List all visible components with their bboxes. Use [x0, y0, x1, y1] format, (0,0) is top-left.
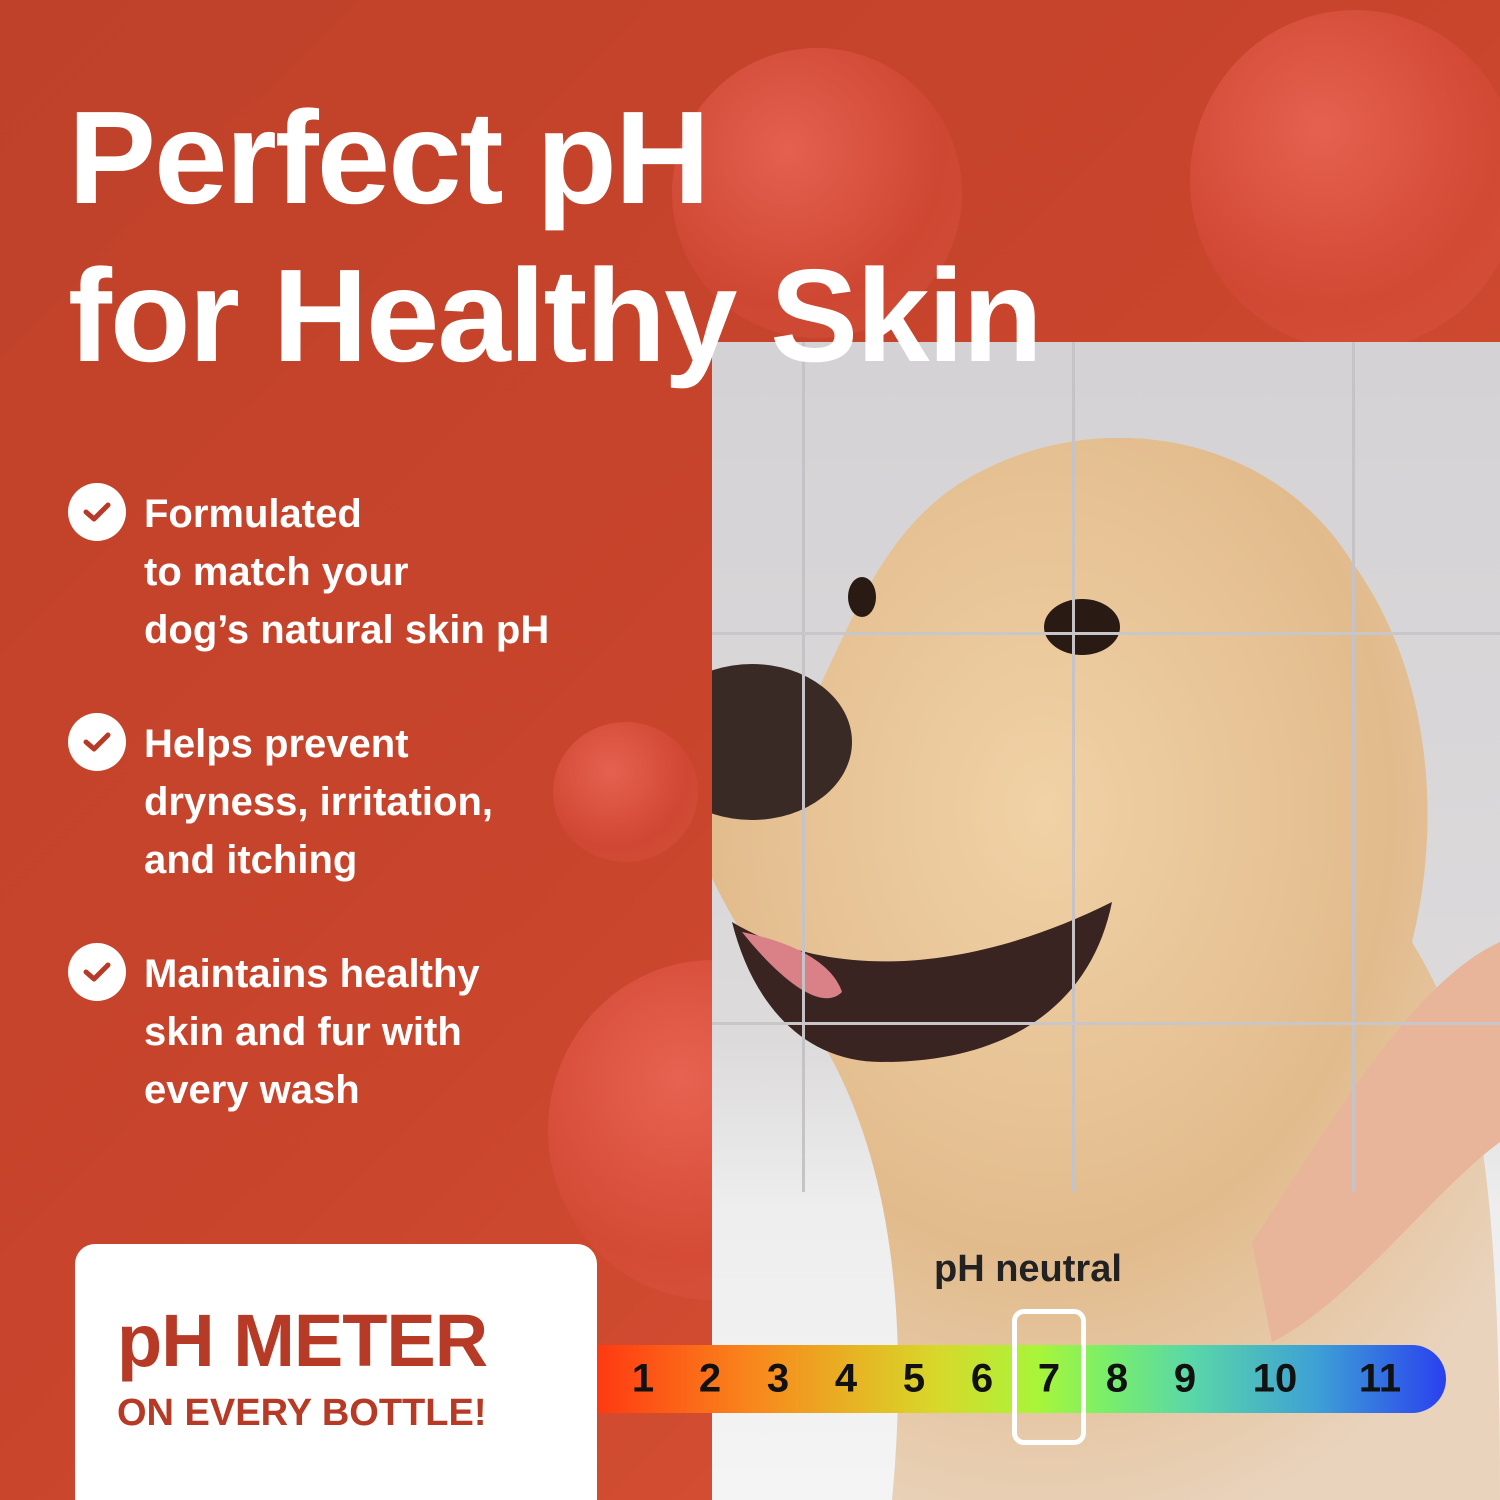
benefit-text: Maintains healthy [144, 952, 480, 996]
check-circle-icon [68, 713, 126, 771]
benefit-text: and itching [144, 838, 358, 882]
ph-value: 2 [698, 1356, 722, 1401]
dog-illustration [712, 438, 1500, 1500]
check-circle-icon [68, 943, 126, 1001]
ph-value: 8 [1105, 1356, 1129, 1401]
badge-title: pH METER [117, 1299, 488, 1382]
benefit-text: Formulated [144, 492, 362, 536]
ph-value: 10 [1252, 1356, 1298, 1401]
benefit-text: every wash [144, 1068, 360, 1112]
ph-value: 3 [766, 1356, 790, 1401]
ph-neutral-highlight [1012, 1309, 1086, 1445]
bubble-decoration [553, 722, 698, 862]
ph-value: 9 [1173, 1356, 1197, 1401]
benefit-text: skin and fur with [144, 1010, 462, 1054]
benefit-text: to match your [144, 550, 409, 594]
ph-value: 1 [631, 1356, 655, 1401]
bubble-decoration [672, 48, 962, 338]
ph-value: 11 [1358, 1356, 1402, 1401]
bubble-decoration [1190, 10, 1500, 350]
benefit-item: Maintains healthy skin and fur with every … [68, 943, 480, 1119]
ph-value: 7 [1037, 1356, 1061, 1401]
ph-scale-bar: 1 2 3 4 5 6 7 8 9 10 11 [598, 1345, 1446, 1413]
check-circle-icon [68, 483, 126, 541]
ph-meter-badge: pH METER ON EVERY BOTTLE! [75, 1244, 597, 1500]
headline-line-2: for Healthy Skin [68, 242, 1043, 389]
benefit-text: dog’s natural skin pH [144, 608, 550, 652]
ph-value: 4 [834, 1356, 858, 1401]
badge-subtitle: ON EVERY BOTTLE! [117, 1392, 487, 1434]
ph-value: 6 [970, 1356, 994, 1401]
ph-value: 5 [902, 1356, 926, 1401]
dog-bath-photo [712, 342, 1500, 1500]
benefit-text: dryness, irritation, [144, 780, 493, 824]
benefit-text: Helps prevent [144, 722, 409, 766]
ph-neutral-label: pH neutral [934, 1248, 1122, 1290]
benefit-item: Formulated to match your dog’s natural ski… [68, 483, 550, 659]
benefit-item: Helps prevent dryness, irritation, and itc… [68, 713, 493, 889]
headline-line-1: Perfect pH [68, 84, 710, 231]
